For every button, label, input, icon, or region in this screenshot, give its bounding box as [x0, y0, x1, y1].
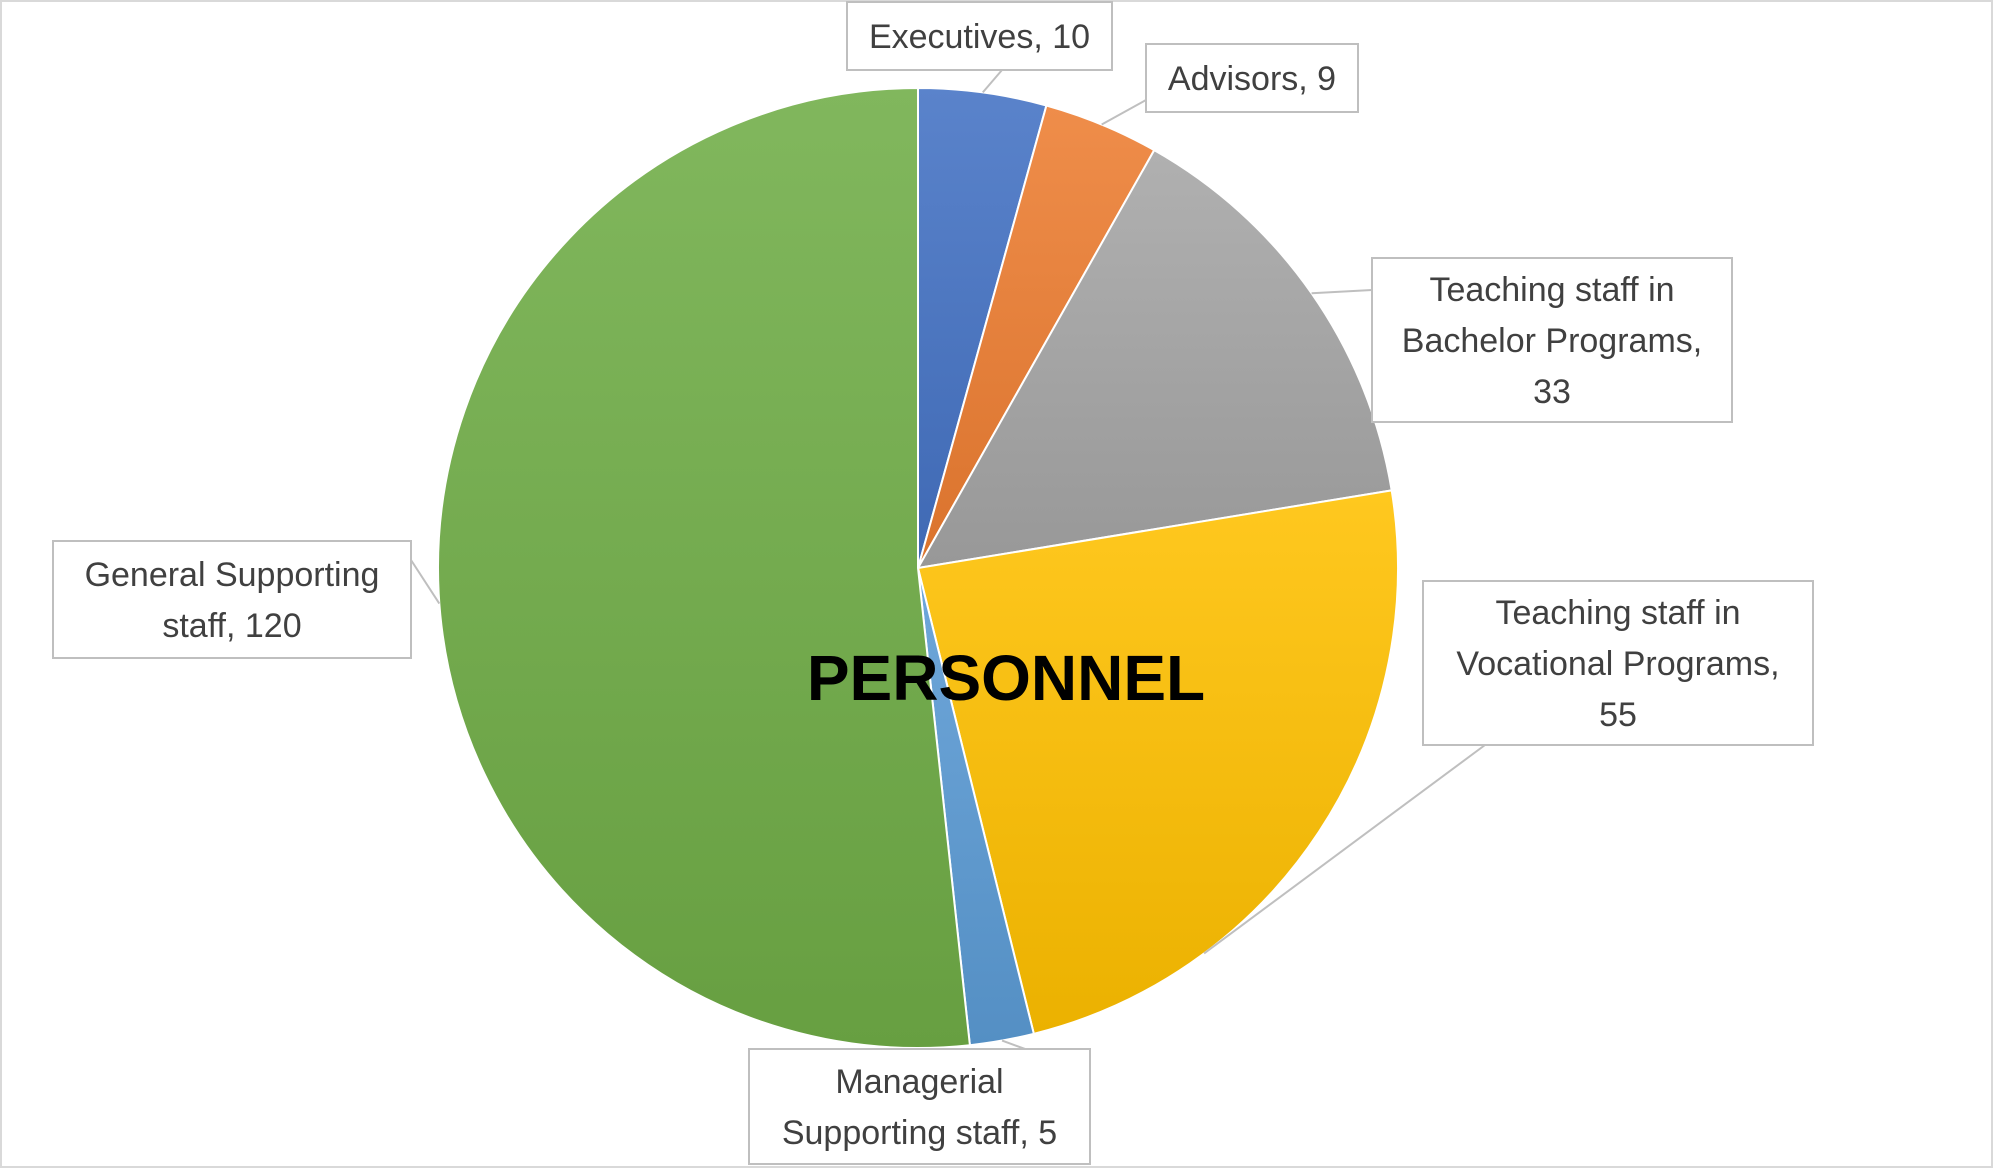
data-label: staff, 120: [162, 607, 301, 645]
data-label-box: [748, 1048, 1091, 1165]
data-label-box: [52, 540, 412, 659]
data-label: Executives, 10: [869, 18, 1090, 56]
data-label-box: [1145, 43, 1359, 113]
data-label-box: [846, 1, 1113, 71]
slices-layer: [437, 86, 1399, 1049]
leader-line: [982, 69, 1003, 94]
data-label: Teaching staff in: [1495, 594, 1740, 632]
leader-line: [1101, 99, 1147, 126]
leader-line: [410, 559, 441, 605]
data-label: Teaching staff in: [1429, 271, 1674, 309]
leader-line: [1311, 289, 1373, 295]
data-label: General Supporting: [85, 556, 380, 594]
data-label-box: [1371, 257, 1733, 423]
data-label: Advisors, 9: [1168, 60, 1336, 98]
data-label: Managerial: [835, 1063, 1003, 1101]
data-label: 33: [1533, 373, 1571, 411]
leader-line: [1203, 744, 1486, 955]
pie-slice-general-supporting-staff: [437, 86, 971, 1049]
data-label: Vocational Programs,: [1456, 645, 1779, 683]
pie-slice-teaching-staff-in-vocational-programs: [916, 489, 1399, 1036]
chart-title: PERSONNEL: [807, 642, 1205, 714]
data-label: Bachelor Programs,: [1402, 322, 1702, 360]
data-label: Supporting staff, 5: [782, 1114, 1057, 1152]
labels-layer: Executives, 10 Advisors, 9 Teaching staff …: [52, 1, 1814, 1165]
data-label: 55: [1599, 696, 1637, 734]
data-label-box: [1422, 580, 1814, 746]
leader-line: [1001, 1039, 1026, 1050]
leaders-layer: [410, 69, 1486, 1050]
